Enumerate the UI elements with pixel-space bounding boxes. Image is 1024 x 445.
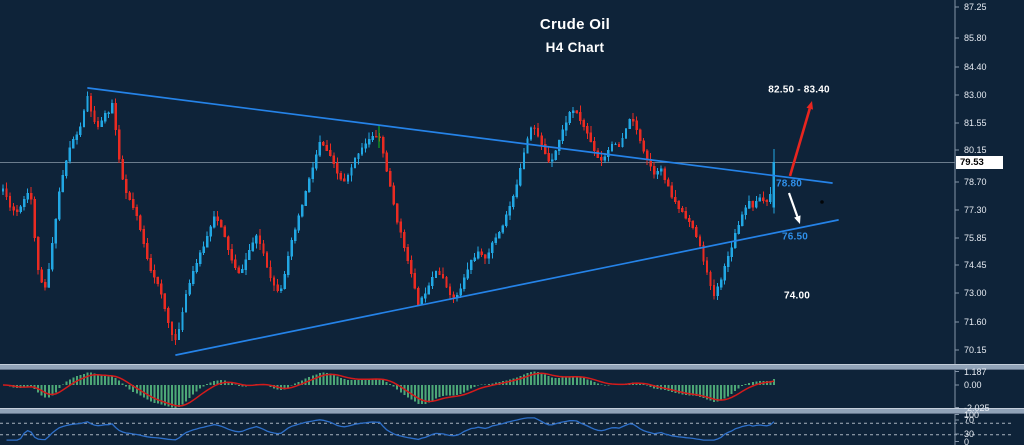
axis-label: 87.25 [964, 2, 987, 12]
chart-subtitle: H4 Chart [545, 40, 605, 55]
axis-label: 84.40 [964, 62, 987, 72]
axis-label: 85.80 [964, 33, 987, 43]
axis-label: 70.15 [964, 345, 987, 355]
axis-label: 75.85 [964, 233, 987, 243]
annotation-resistance-7880[interactable]: 78.80 [775, 178, 803, 190]
chart-title: Crude Oil [539, 16, 611, 33]
current-price-label: 79.53 [956, 156, 1003, 169]
axis-label: 83.00 [964, 90, 987, 100]
axis-label: 73.00 [964, 288, 987, 298]
annotation-target-zone[interactable]: 82.50 - 83.40 [768, 84, 830, 96]
current-price-value: 79.53 [960, 157, 984, 168]
axis-label: 80.15 [964, 145, 987, 155]
axis-label: 30 [964, 429, 975, 439]
axis-label: 70 [964, 415, 975, 425]
axis-label: 1.187 [964, 366, 987, 377]
axis-label: 100 [964, 409, 980, 420]
pane-separator[interactable] [0, 408, 1024, 414]
axis-label: 78.70 [964, 177, 987, 187]
axis-label: 0.00 [964, 380, 982, 390]
annotation-level-7400[interactable]: 74.00 [783, 290, 811, 302]
pane-separator[interactable] [0, 364, 1024, 370]
annotation-support-7650[interactable]: 76.50 [781, 231, 809, 243]
axis-label: 0 [964, 436, 970, 445]
axis-label: 81.55 [964, 118, 987, 128]
chart-title-block: Crude Oil H4 Chart [540, 16, 610, 55]
axis-label: 71.60 [964, 317, 987, 327]
axis-label: 74.45 [964, 260, 987, 270]
axis-label: 77.30 [964, 205, 987, 215]
axis-label: -2.025 [964, 402, 990, 413]
